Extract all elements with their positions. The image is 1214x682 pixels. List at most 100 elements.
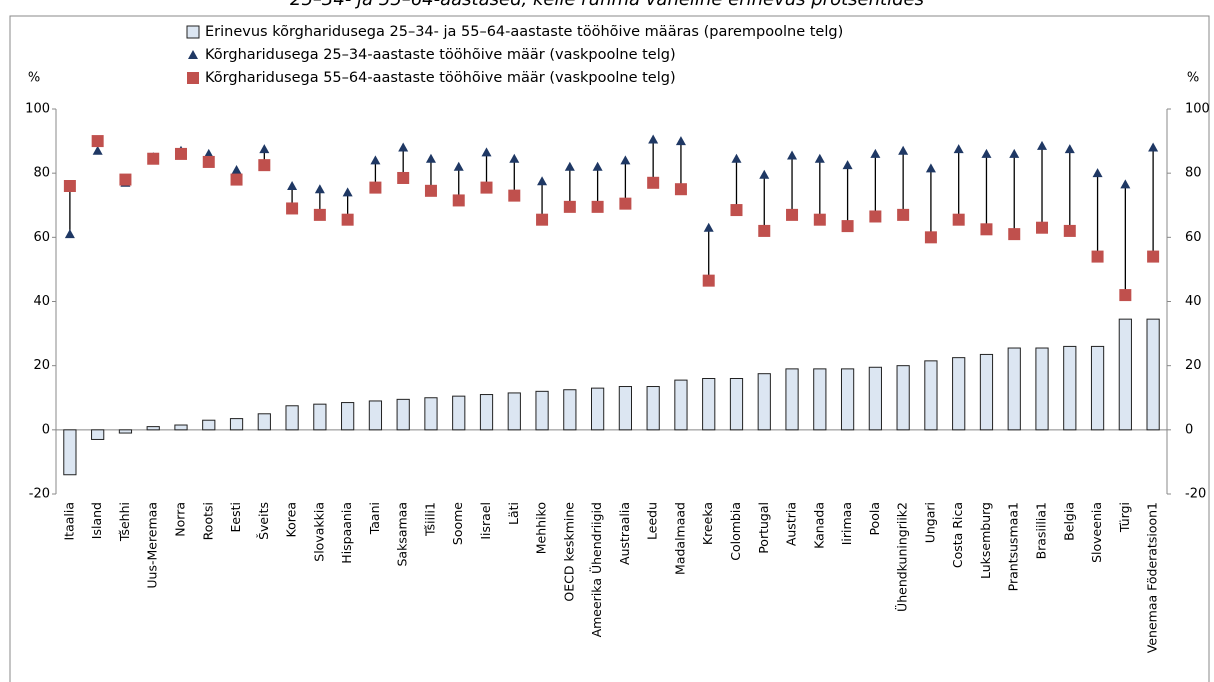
triangle-marker: [842, 160, 853, 170]
x-tick-label: Iisrael: [478, 502, 493, 540]
bar: [396, 398, 410, 431]
bar: [118, 429, 133, 434]
triangle-marker: [231, 164, 242, 174]
x-tick-label: Rootsi: [200, 502, 215, 540]
triangle-marker: [370, 155, 381, 165]
square-marker: [230, 173, 243, 186]
square-marker: [174, 147, 187, 160]
triangle-marker: [620, 155, 631, 165]
y2-tick-label: 80: [1185, 166, 1202, 181]
triangle-marker: [759, 169, 770, 179]
square-marker: [758, 224, 771, 237]
triangle-marker: [925, 163, 936, 173]
bar: [813, 368, 827, 431]
square-marker: [674, 183, 687, 196]
square-marker: [147, 152, 160, 165]
y-axis-label: %: [28, 71, 40, 86]
x-tick-label: Korea: [284, 502, 299, 537]
x-tick-label: Austraalia: [617, 502, 632, 565]
triangle-marker: [453, 161, 464, 171]
x-tick-label: Island: [89, 502, 104, 539]
y-tick-label: 20: [33, 358, 50, 373]
x-tick-label: Ungari: [922, 502, 937, 543]
triangle-marker: [703, 222, 714, 232]
triangle-marker: [509, 153, 520, 163]
square-marker: [1147, 250, 1160, 263]
square-marker: [952, 213, 965, 226]
square-marker: [480, 181, 493, 194]
x-tick-label: Ühendkuningriik2: [894, 502, 910, 612]
bar: [202, 419, 216, 431]
x-tick-label: Venemaa Föderatsioon1: [1145, 502, 1160, 653]
square-marker: [869, 210, 882, 223]
x-tick-label: Šveits: [256, 502, 271, 540]
triangle-marker: [1009, 148, 1020, 158]
bar: [757, 373, 771, 431]
y-tick-label: -20: [29, 487, 50, 502]
bar: [341, 402, 355, 431]
triangle-marker: [981, 148, 992, 158]
x-tick-label: Austria: [784, 502, 799, 546]
y-tick-label: 100: [25, 102, 50, 117]
bar: [924, 360, 938, 431]
x-tick-label: Saksamaa: [395, 502, 410, 567]
bar: [618, 386, 632, 431]
square-marker: [702, 274, 715, 287]
x-tick-label: Mehhiko: [534, 502, 549, 554]
chart-title: 25–34- ja 55–64-aastased, kelle rühma va…: [290, 0, 924, 10]
bar: [452, 395, 466, 431]
x-tick-label: Läti: [506, 502, 521, 525]
bar: [507, 392, 521, 431]
triangle-marker: [259, 144, 270, 154]
square-marker: [730, 204, 743, 217]
x-tick-label: Kreeka: [700, 502, 715, 545]
triangle-marker: [1064, 144, 1075, 154]
x-tick-label: Taani: [367, 502, 382, 535]
square-marker: [286, 202, 299, 215]
square-marker: [591, 200, 604, 213]
bar: [563, 389, 577, 431]
square-marker: [1008, 228, 1021, 241]
bar: [1035, 347, 1049, 431]
bar: [174, 424, 188, 431]
bar: [785, 368, 799, 431]
square-marker: [647, 176, 660, 189]
square-marker: [924, 231, 937, 244]
x-tick-label: OECD keskmine: [561, 502, 576, 602]
x-tick-label: Tšehhi: [117, 502, 132, 542]
y2-tick-label: 0: [1185, 422, 1193, 437]
square-marker: [1063, 224, 1076, 237]
bar: [63, 429, 77, 476]
triangle-marker: [1037, 140, 1048, 150]
x-tick-label: Belgia: [1061, 502, 1076, 541]
square-marker: [508, 189, 521, 202]
bar: [729, 378, 744, 431]
triangle-marker: [870, 148, 881, 158]
x-tick-label: Türgi: [1117, 502, 1132, 533]
square-marker: [91, 135, 104, 148]
square-marker: [63, 180, 76, 192]
square-marker: [397, 171, 410, 184]
bar: [313, 403, 327, 431]
square-marker: [563, 200, 576, 213]
x-tick-label: Sloveenia: [1089, 502, 1104, 563]
square-marker: [202, 155, 215, 168]
x-tick-label: Slovakkia: [311, 502, 326, 562]
x-tick-label: Poola: [867, 502, 882, 536]
x-tick-label: Brasiilia1: [1034, 502, 1049, 559]
bar: [1146, 318, 1160, 431]
triangle-marker: [1120, 179, 1131, 189]
triangle-marker: [92, 145, 103, 155]
square-marker: [786, 208, 799, 221]
square-marker: [452, 194, 465, 207]
y-tick-label: 40: [33, 294, 50, 309]
bar: [368, 400, 383, 431]
square-marker: [313, 208, 326, 221]
bar: [896, 365, 910, 431]
square-marker: [841, 220, 854, 233]
legend-label: Kõrgharidusega 55–64-aastaste tööhõive m…: [205, 70, 676, 86]
legend-label: Kõrgharidusega 25–34-aastaste tööhõive m…: [205, 47, 676, 63]
y2-tick-label: 100: [1185, 102, 1210, 117]
triangle-marker: [64, 229, 75, 239]
